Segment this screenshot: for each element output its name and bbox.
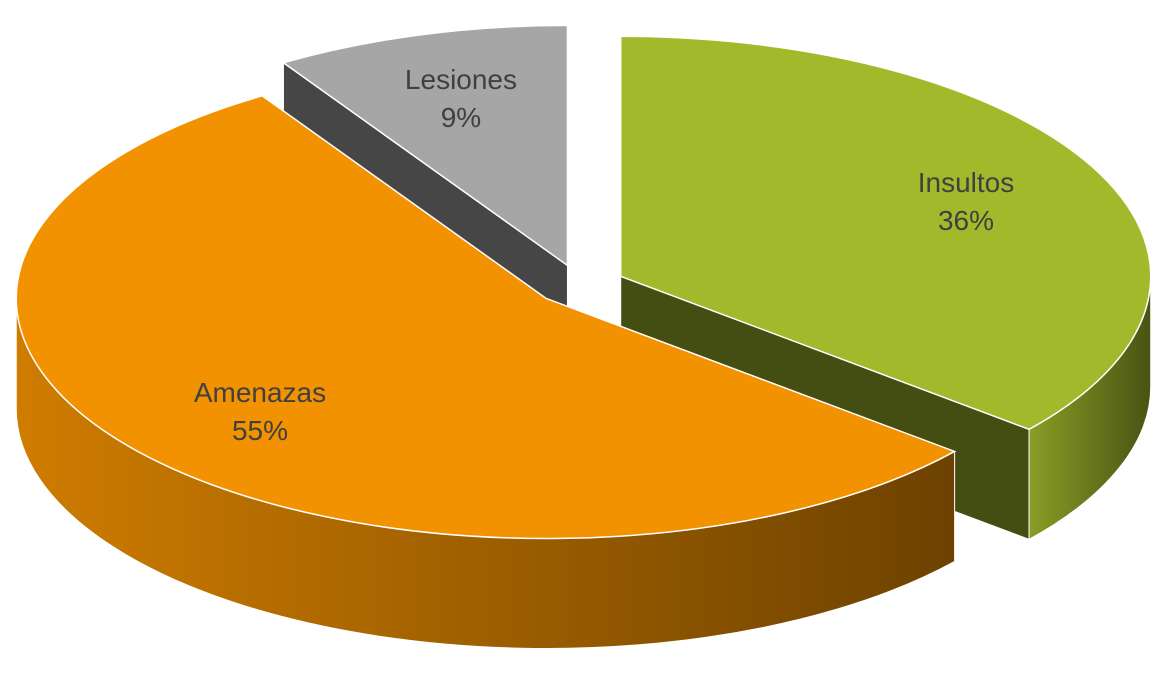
slice-label: Amenazas (194, 377, 326, 408)
value-label: 9% (441, 102, 481, 133)
value-label: 55% (232, 415, 288, 446)
slice-top (281, 24, 569, 267)
value-label: 36% (938, 205, 994, 236)
slice-top (619, 35, 1152, 431)
slice-top (15, 95, 957, 540)
slice (15, 95, 957, 649)
slice-label: Insultos (918, 167, 1015, 198)
slice-label: Lesiones (405, 64, 517, 95)
